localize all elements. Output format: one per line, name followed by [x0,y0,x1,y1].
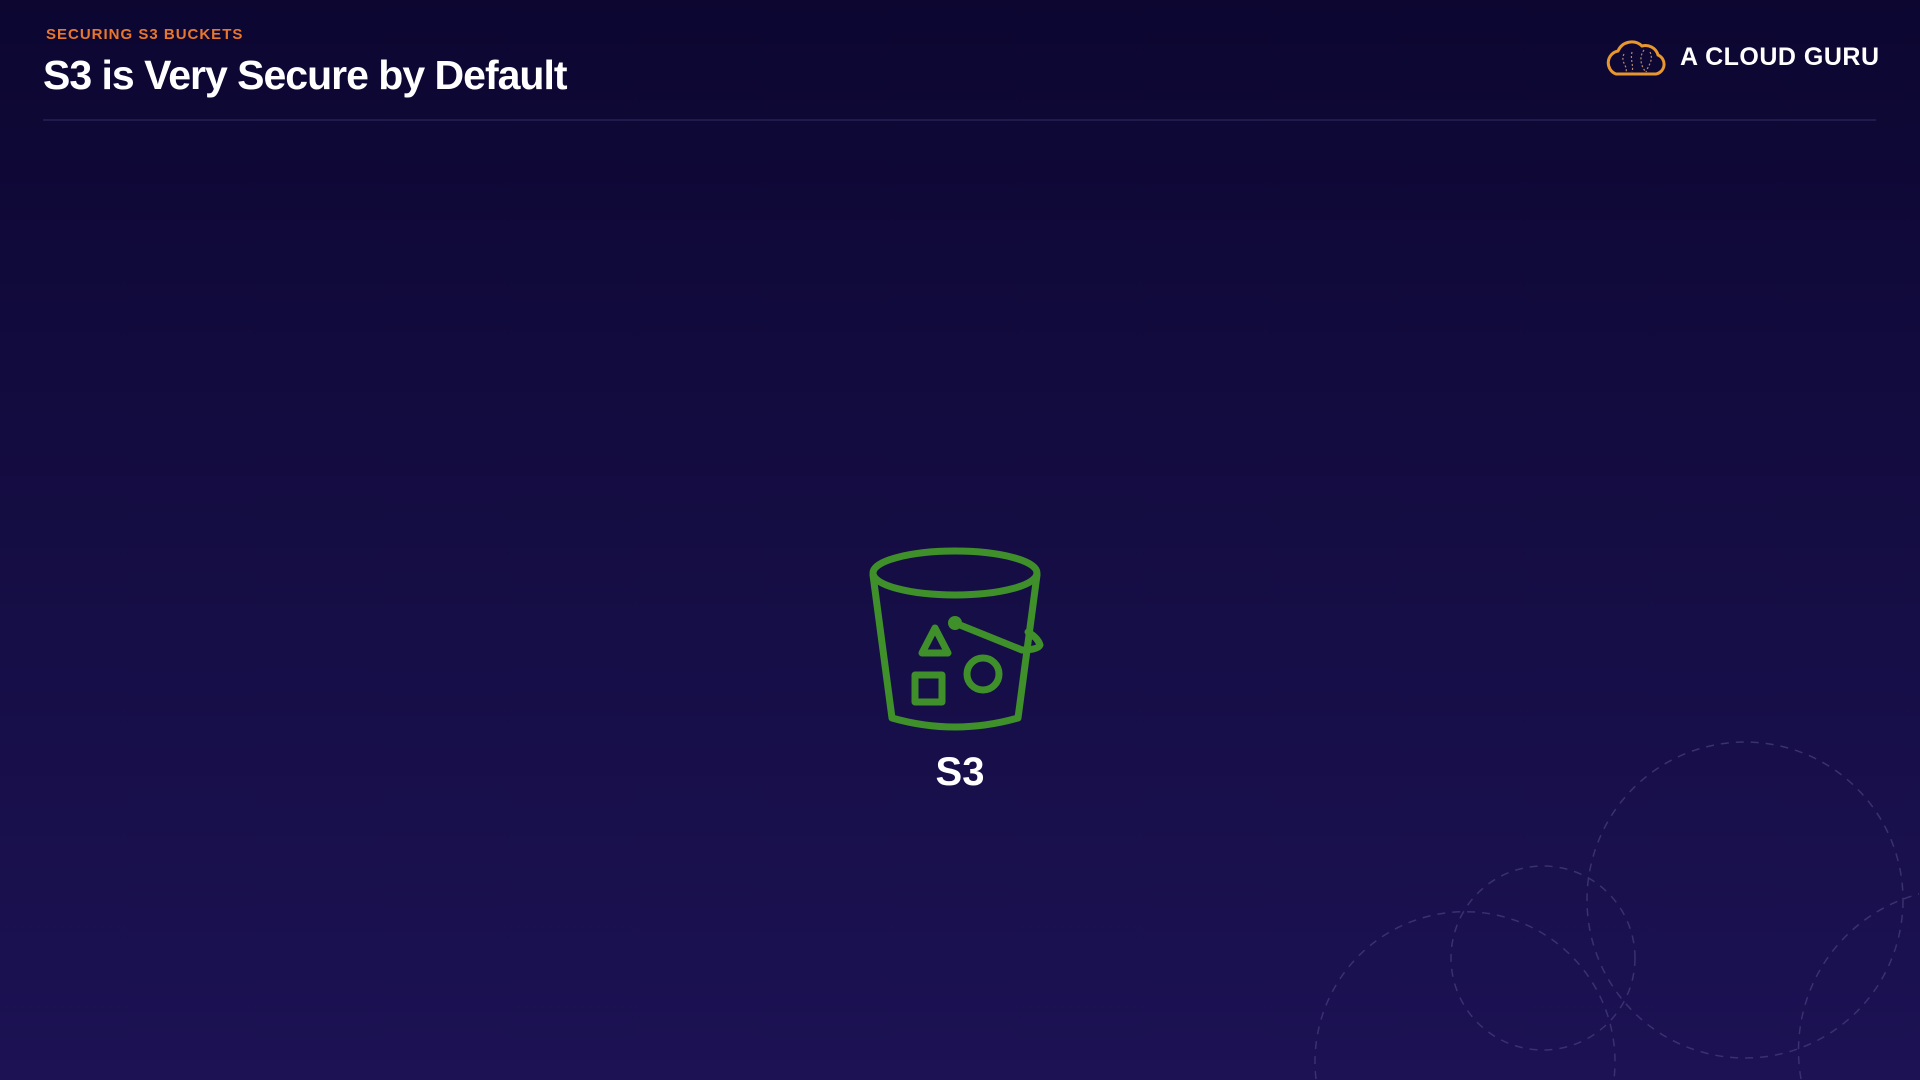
s3-bucket-icon [869,547,1044,731]
header-divider [43,119,1876,121]
cloud-logo-icon [1606,40,1666,76]
page-title: S3 is Very Secure by Default [43,52,567,98]
brand-logo: A CLOUD GURU [1604,36,1880,78]
s3-service-label: S3 [935,750,985,794]
section-eyebrow: SECURING S3 BUCKETS [46,26,244,43]
brand-name: A CLOUD GURU [1680,42,1880,71]
